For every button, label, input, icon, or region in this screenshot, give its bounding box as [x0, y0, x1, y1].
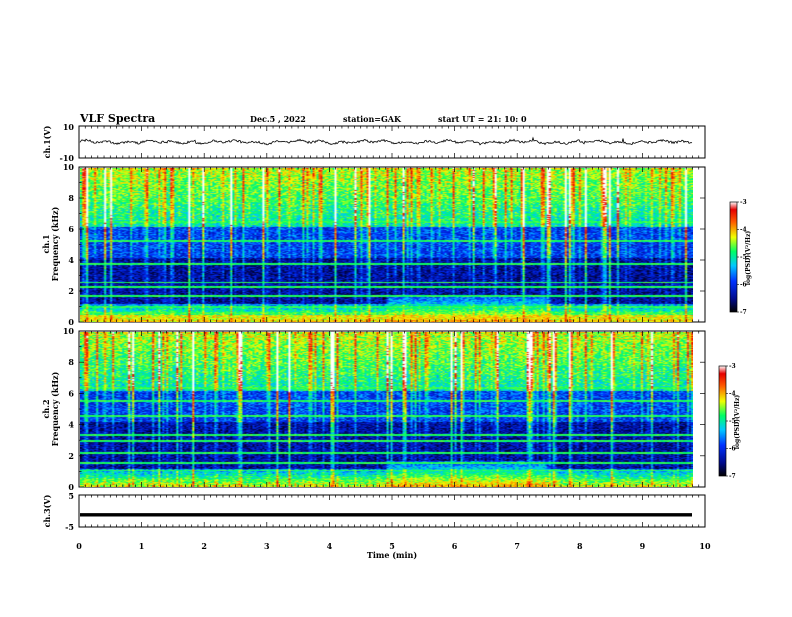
ch2-spectrogram-ytick-label: 10 — [63, 326, 75, 336]
ch2-colorbar-tick-label: -5 — [729, 418, 736, 425]
ch1-spectrogram-ytick-label: 2 — [68, 286, 74, 296]
ch1-colorbar-tick-label: -6 — [740, 282, 747, 289]
ch1-waveform-trace — [79, 136, 693, 146]
ch2-spectrogram-image — [80, 332, 693, 487]
ch3-waveform-xticks — [78, 495, 706, 527]
ch2-spectrogram-ytick-label: 6 — [68, 388, 74, 398]
ch1-colorbar-tick-label: -4 — [740, 227, 747, 234]
time-axis-tick-label: 7 — [514, 541, 520, 551]
ch2-ylabel-line1: ch.2 — [41, 399, 51, 418]
ch3-waveform-ylabel: ch.3(V) — [42, 494, 52, 527]
time-axis-tick-label: 6 — [452, 541, 458, 551]
time-axis-label: Time (min) — [367, 550, 417, 560]
ch1-spectrogram-ytick-label: 10 — [63, 162, 75, 172]
ch2-spectrogram-yticks: 0 2 4 6 8 10 — [63, 326, 705, 492]
ch2-colorbar-tick-label: -4 — [729, 391, 736, 398]
ch3-waveform-frame — [78, 494, 706, 528]
ch2-colorbar-scale — [718, 365, 727, 477]
ch2-spectrogram-ytick-label: 0 — [68, 482, 74, 492]
ch2-spectrogram-xticks — [78, 331, 706, 487]
ch1-colorbar-ticks: -3 -4 -5 -6 -7 — [737, 199, 747, 316]
time-axis-tick-label: 8 — [577, 541, 583, 551]
ch2-spectrogram-panel: 0 2 4 6 8 10 ch.2 Frequency (kHz) — [41, 326, 706, 492]
ch2-spectrogram-ytick-label: 8 — [68, 357, 74, 367]
ch1-waveform-xticks — [78, 126, 706, 158]
ch1-ytick-bottom: -10 — [60, 153, 75, 163]
ch1-ytick-top: 10 — [63, 122, 75, 132]
ch2-colorbar-tick-label: -6 — [729, 446, 736, 453]
time-axis-tick-label: 4 — [327, 541, 333, 551]
ch1-spectrogram-ytick-label: 6 — [68, 224, 74, 234]
ch1-colorbar-tick-label: -7 — [740, 309, 747, 316]
time-axis-tick-label: 3 — [264, 541, 270, 551]
ch1-waveform-frame — [78, 125, 706, 159]
header-station: station=GAK — [343, 114, 402, 124]
figure-title: VLF Spectra — [79, 112, 155, 125]
ch1-spectrogram-ytick-label: 8 — [68, 193, 74, 203]
ch1-spectrogram-yticks: 0 2 4 6 8 10 — [63, 162, 705, 327]
header-date: Dec.5 , 2022 — [250, 114, 306, 124]
ch3-ytick-top: 5 — [68, 491, 74, 501]
ch1-colorbar-label: log(PSD)(V²/Hz) — [745, 231, 752, 286]
ch2-colorbar-label: log(PSD)(V²/Hz) — [734, 395, 741, 450]
ch1-ylabel-line2: Frequency (kHz) — [50, 206, 60, 281]
ch1-spectrogram-ytick-label: 0 — [68, 317, 74, 327]
ch2-spectrogram-ytick-label: 2 — [68, 451, 74, 461]
ch1-waveform-panel: 10 -10 ch.1(V) — [42, 122, 706, 163]
time-axis-tick-label: 1 — [139, 541, 145, 551]
ch2-colorbar-tick-label: -3 — [729, 363, 736, 370]
ch1-colorbar-tick-label: -5 — [740, 254, 747, 261]
ch2-spectrogram-ytick-label: 4 — [68, 420, 74, 430]
ch1-colorbar-scale — [729, 201, 738, 313]
ch3-waveform-panel: 5 -5 ch.3(V) 0 1 2 3 4 5 6 7 8 9 10 Time (min) — [42, 491, 711, 560]
time-axis-tick-label: 0 — [76, 541, 82, 551]
time-axis-tick-label: 10 — [699, 541, 711, 551]
ch1-colorbar-tick-label: -3 — [740, 199, 747, 206]
time-axis-tick-label: 5 — [389, 541, 395, 551]
time-axis-tick-label: 9 — [640, 541, 646, 551]
ch1-ylabel-line1: ch.1 — [41, 234, 51, 253]
ch1-spectrogram-ytick-label: 4 — [68, 255, 74, 265]
time-axis-tick-label: 2 — [201, 541, 207, 551]
ch3-ytick-bottom: -5 — [65, 522, 74, 532]
ch1-spectrogram-image — [80, 168, 693, 322]
time-axis-tick-labels: 0 1 2 3 4 5 6 7 8 9 10 — [76, 541, 711, 551]
ch2-colorbar-tick-label: -7 — [729, 473, 736, 480]
ch2-ylabel-line2: Frequency (kHz) — [50, 371, 60, 446]
ch1-spectrogram-panel: 0 2 4 6 8 10 ch.1 Frequency (kHz) — [41, 162, 706, 327]
ch1-colorbar: -3 -4 -5 -6 -7 log(PSD)(V²/Hz) — [729, 199, 752, 316]
ch1-waveform-ylabel: ch.1(V) — [42, 125, 52, 158]
ch2-colorbar-ticks: -3 -4 -5 -6 -7 — [726, 363, 736, 480]
ch2-colorbar: -3 -4 -5 -6 -7 log(PSD)(V²/Hz) — [718, 363, 741, 480]
ch1-spectrogram-xticks — [78, 167, 706, 322]
header-start-ut: start UT = 21: 10: 0 — [438, 114, 527, 124]
